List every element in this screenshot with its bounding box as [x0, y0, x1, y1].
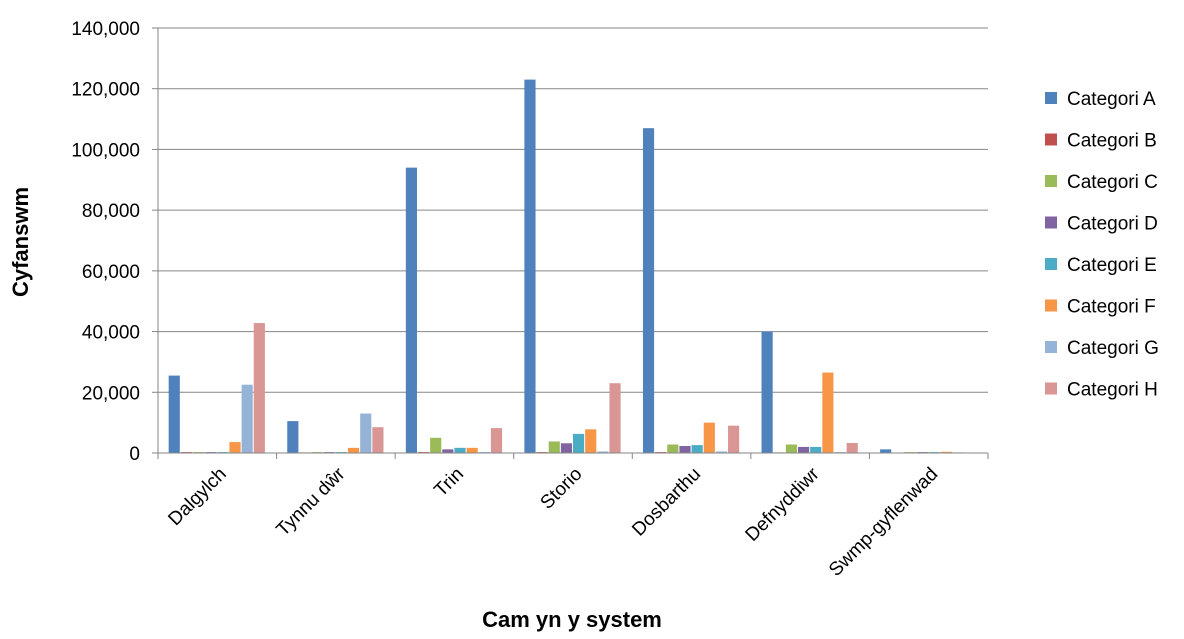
- bar: [597, 451, 609, 453]
- legend-swatch: [1045, 216, 1057, 229]
- y-tick-label: 60,000: [82, 262, 140, 283]
- legend-swatch: [1045, 92, 1057, 104]
- bar: [454, 447, 466, 453]
- bar: [728, 425, 740, 453]
- x-category-label: Tynnu dŵr: [273, 463, 350, 540]
- bar: [168, 375, 180, 453]
- gridlines: [158, 27, 988, 393]
- legend-label: Categori F: [1067, 297, 1156, 318]
- x-axis-title: Cam yn y system: [482, 607, 662, 632]
- bar: [360, 413, 372, 453]
- legend: Categori A Categori B Categori C Categori D…: [1045, 89, 1159, 401]
- bar: [810, 446, 822, 453]
- legend-swatch: [1045, 258, 1057, 270]
- legend-label: Categori B: [1067, 131, 1157, 152]
- bar: [524, 79, 536, 453]
- legend-label: Categori D: [1067, 214, 1158, 235]
- bar: [348, 447, 360, 453]
- x-category-label: Trin: [430, 464, 467, 501]
- legend-label: Categori C: [1067, 172, 1158, 193]
- bar: [490, 428, 503, 453]
- bar: [585, 429, 597, 453]
- bar: [822, 372, 834, 453]
- bar: [405, 167, 417, 453]
- bar: [430, 437, 442, 453]
- x-category-label: Dalgylch: [164, 464, 230, 530]
- bar: [667, 444, 679, 453]
- bar: [229, 442, 241, 453]
- y-tick-label: 20,000: [82, 383, 140, 404]
- y-axis-title: Cyfanswm: [8, 187, 33, 297]
- legend-swatch: [1045, 175, 1057, 187]
- bar: [466, 447, 478, 453]
- bar: [442, 449, 454, 453]
- legend-label: Categori E: [1067, 255, 1157, 276]
- y-tick-label: 100,000: [71, 140, 140, 161]
- y-tick-label: 140,000: [71, 19, 140, 40]
- x-category-labels: Dalgylch Tynnu dŵr Trin Storio Dosbarthu Defn…: [164, 463, 942, 581]
- y-tick-label: 120,000: [71, 80, 140, 101]
- bar: [560, 443, 572, 453]
- bar: [287, 421, 299, 453]
- legend-swatch: [1045, 299, 1057, 312]
- y-tick-label: 80,000: [82, 201, 140, 222]
- bar: [691, 445, 703, 453]
- x-category-label: Storio: [537, 464, 587, 514]
- legend-swatch: [1045, 382, 1057, 395]
- bar: [372, 427, 384, 453]
- y-tick-label: 0: [129, 444, 140, 465]
- bar: [940, 451, 953, 453]
- legend-label: Categori G: [1067, 338, 1159, 359]
- y-tick-label: 40,000: [82, 323, 140, 344]
- legend-label: Categori H: [1067, 380, 1158, 401]
- bar: [880, 449, 892, 453]
- bar: [785, 444, 797, 453]
- bar: [241, 384, 253, 453]
- bar: [253, 323, 265, 453]
- legend-swatch: [1045, 133, 1057, 146]
- legend-label: Categori A: [1067, 89, 1156, 110]
- bar: [846, 442, 858, 453]
- y-tick-labels: 0 20,000 40,000 60,000 80,000 100,000 120,000 1…: [71, 19, 140, 465]
- bar: [548, 441, 560, 453]
- bar: [609, 383, 621, 453]
- legend-swatch: [1045, 341, 1057, 353]
- bar: [761, 331, 773, 453]
- bars: [168, 79, 965, 453]
- bar: [797, 446, 810, 453]
- x-category-label: Swmp-gyflenwad: [825, 464, 942, 581]
- axes: [152, 27, 989, 459]
- bar: [642, 128, 655, 453]
- x-category-label: Defnyddiwr: [742, 463, 825, 546]
- bar: [679, 446, 691, 453]
- bar: [703, 422, 715, 453]
- bar: [715, 451, 728, 453]
- x-category-label: Dosbarthu: [628, 464, 705, 541]
- bar: [573, 433, 585, 453]
